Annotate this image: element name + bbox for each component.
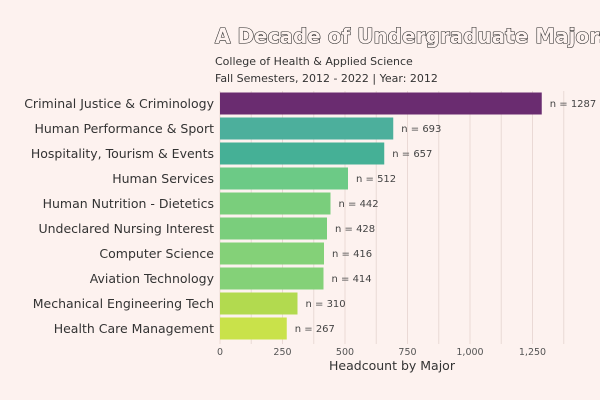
bar bbox=[220, 317, 287, 340]
x-axis-title: Headcount by Major bbox=[329, 358, 456, 373]
value-label: n = 442 bbox=[339, 199, 379, 210]
x-tick-label: 1,000 bbox=[456, 347, 483, 358]
bar bbox=[220, 92, 542, 115]
value-label: n = 267 bbox=[295, 324, 335, 335]
value-label: n = 414 bbox=[332, 274, 372, 285]
bar bbox=[220, 117, 394, 140]
category-label: Human Nutrition - Dietetics bbox=[43, 196, 214, 211]
value-label: n = 416 bbox=[332, 249, 372, 260]
bars: Criminal Justice & Criminology n = 1287 Hu… bbox=[24, 92, 597, 340]
category-label: Hospitality, Tourism & Events bbox=[31, 146, 214, 161]
x-tick-label: 250 bbox=[273, 347, 291, 358]
x-axis-ticks: 0 250 500 750 1,000 1,250 bbox=[217, 347, 546, 358]
bar bbox=[220, 192, 331, 215]
bar bbox=[220, 142, 385, 165]
x-tick-label: 0 bbox=[217, 347, 223, 358]
value-label: n = 512 bbox=[356, 174, 396, 185]
bar bbox=[220, 217, 327, 240]
value-label: n = 657 bbox=[392, 149, 432, 160]
category-label: Human Services bbox=[112, 171, 214, 186]
chart-title: A Decade of Undergraduate Majors bbox=[215, 24, 600, 48]
value-label: n = 428 bbox=[335, 224, 375, 235]
category-label: Aviation Technology bbox=[90, 271, 215, 286]
category-label: Undeclared Nursing Interest bbox=[38, 221, 214, 236]
bar bbox=[220, 242, 324, 265]
x-tick-label: 1,250 bbox=[519, 347, 546, 358]
chart-subtitle-line-1: College of Health & Applied Science bbox=[215, 55, 413, 68]
x-tick-label: 750 bbox=[398, 347, 416, 358]
category-label: Health Care Management bbox=[54, 321, 214, 336]
bar bbox=[220, 292, 298, 315]
category-label: Mechanical Engineering Tech bbox=[33, 296, 214, 311]
category-label: Computer Science bbox=[99, 246, 214, 261]
bar bbox=[220, 167, 348, 190]
value-label: n = 310 bbox=[306, 299, 346, 310]
value-label: n = 693 bbox=[401, 124, 441, 135]
value-label: n = 1287 bbox=[550, 99, 597, 110]
category-label: Human Performance & Sport bbox=[34, 121, 214, 136]
chart-subtitle-line-2: Fall Semesters, 2012 - 2022 | Year: 2012 bbox=[215, 72, 438, 85]
category-label: Criminal Justice & Criminology bbox=[24, 96, 214, 111]
bar bbox=[220, 267, 324, 290]
x-tick-label: 500 bbox=[336, 347, 354, 358]
